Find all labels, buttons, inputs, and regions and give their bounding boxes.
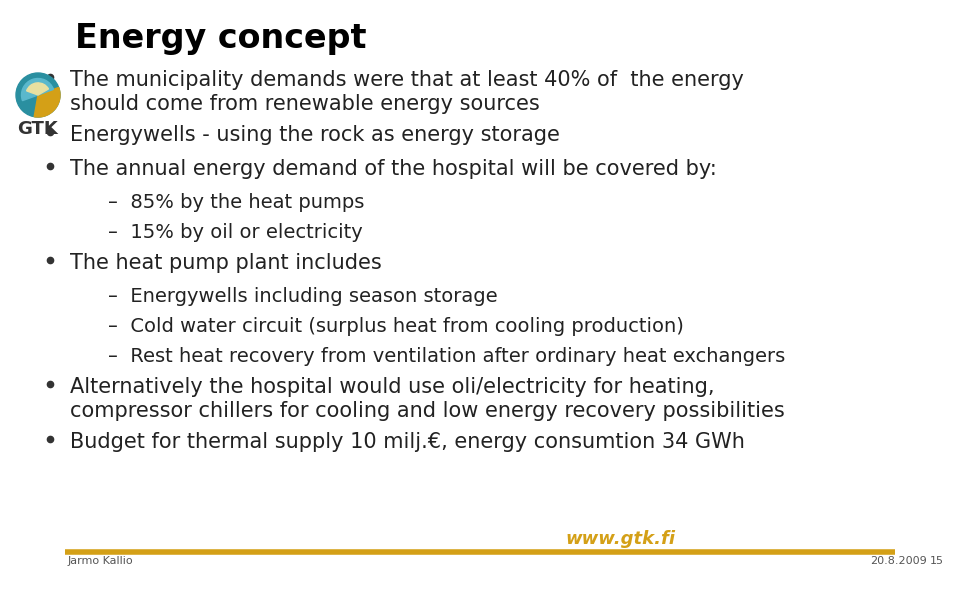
Text: –  Energywells including season storage: – Energywells including season storage [108, 287, 497, 306]
Wedge shape [21, 79, 54, 101]
Text: Alternatively the hospital would use oli/electricity for heating,
compressor chi: Alternatively the hospital would use oli… [70, 377, 784, 421]
Text: The annual energy demand of the hospital will be covered by:: The annual energy demand of the hospital… [70, 159, 717, 179]
Text: www.gtk.fi: www.gtk.fi [565, 530, 675, 548]
Text: –  Cold water circuit (surplus heat from cooling production): – Cold water circuit (surplus heat from … [108, 317, 684, 336]
Text: The heat pump plant includes: The heat pump plant includes [70, 253, 382, 273]
Text: Energywells - using the rock as energy storage: Energywells - using the rock as energy s… [70, 125, 560, 145]
Text: –  Rest heat recovery from ventilation after ordinary heat exchangers: – Rest heat recovery from ventilation af… [108, 347, 785, 366]
Circle shape [16, 73, 60, 117]
Text: –  15% by oil or electricity: – 15% by oil or electricity [108, 223, 363, 242]
Text: 15: 15 [930, 556, 944, 566]
Text: 20.8.2009: 20.8.2009 [870, 556, 926, 566]
Text: Jarmo Kallio: Jarmo Kallio [68, 556, 133, 566]
Text: Energy concept: Energy concept [75, 22, 367, 55]
Text: Budget for thermal supply 10 milj.€, energy consumtion 34 GWh: Budget for thermal supply 10 milj.€, ene… [70, 432, 745, 452]
Wedge shape [35, 88, 60, 117]
Text: The municipality demands were that at least 40% of  the energy
should come from : The municipality demands were that at le… [70, 70, 744, 114]
Text: GTK: GTK [17, 120, 59, 138]
Wedge shape [27, 83, 48, 95]
Text: –  85% by the heat pumps: – 85% by the heat pumps [108, 193, 365, 212]
